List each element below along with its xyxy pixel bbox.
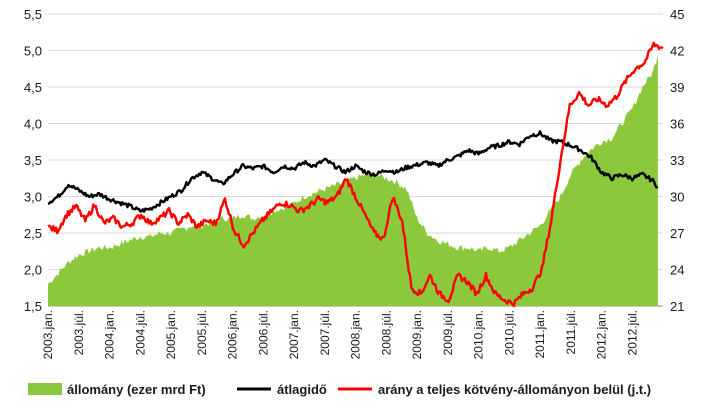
x-tick-label: 2008.júl. — [379, 310, 393, 355]
legend-swatch-allomany — [28, 383, 62, 395]
legend-label-allomany: állomány (ezer mrd Ft) — [67, 382, 206, 397]
line-arany — [47, 41, 664, 308]
right-tick-label: 33 — [670, 153, 684, 168]
left-tick-label: 3,0 — [24, 190, 42, 205]
right-tick-label: 27 — [670, 226, 684, 241]
left-tick-label: 5,0 — [24, 44, 42, 59]
left-tick-label: 2,0 — [24, 263, 42, 278]
x-axis-ticks: 2003.jan. 2003.júl. 2004.jan. 2004.júl. 2005… — [41, 310, 639, 359]
x-tick-label: 2006.jan. — [226, 310, 240, 359]
area-allomany — [48, 54, 658, 306]
x-tick-label: 2003.júl. — [72, 310, 86, 355]
x-tick-label: 2009.jan. — [410, 310, 424, 359]
x-tick-label: 2011.júl. — [564, 310, 578, 354]
right-tick-label: 21 — [670, 299, 684, 314]
x-tick-label: 2012.jan. — [595, 310, 609, 359]
x-tick-label: 2005.jan. — [164, 310, 178, 359]
right-tick-label: 39 — [670, 80, 684, 95]
x-tick-label: 2007.jan. — [287, 310, 301, 359]
left-tick-label: 4,0 — [24, 117, 42, 132]
x-tick-label: 2008.jan. — [349, 310, 363, 359]
left-tick-label: 1,5 — [24, 299, 42, 314]
left-tick-label: 2,5 — [24, 226, 42, 241]
right-tick-label: 36 — [670, 117, 684, 132]
legend-label-atlagido: átlagidő — [277, 382, 327, 397]
x-tick-label: 2003.jan. — [41, 310, 55, 359]
x-tick-label: 2011.jan. — [533, 310, 547, 359]
left-tick-label: 4,5 — [24, 80, 42, 95]
x-tick-label: 2004.jan. — [103, 310, 117, 359]
left-axis-ticks: 1,5 2,0 2,5 3,0 3,5 4,0 4,5 5,0 5,5 — [24, 7, 42, 314]
x-tick-label: 2005.júl. — [195, 310, 209, 355]
right-tick-label: 42 — [670, 44, 684, 59]
x-tick-label: 2012.júl. — [625, 310, 639, 355]
line-atlagido — [47, 130, 659, 213]
left-tick-label: 5,5 — [24, 7, 42, 22]
area-series-allomany — [48, 54, 658, 306]
right-axis-ticks: 21 24 27 30 33 36 39 42 45 — [670, 7, 684, 314]
right-tick-label: 30 — [670, 190, 684, 205]
x-tick-label: 2010.júl. — [502, 310, 516, 355]
legend-label-arany: arány a teljes kötvény-állományon belül … — [378, 382, 651, 397]
legend: állomány (ezer mrd Ft) átlagidő arány a … — [28, 382, 651, 397]
x-tick-label: 2010.jan. — [472, 310, 486, 359]
right-tick-label: 45 — [670, 7, 684, 22]
line-series-atlagido — [47, 130, 659, 213]
x-tick-label: 2006.júl. — [256, 310, 270, 355]
x-tick-label: 2004.júl. — [133, 310, 147, 355]
right-tick-label: 24 — [670, 263, 684, 278]
line-series-arany — [47, 41, 664, 308]
left-tick-label: 3,5 — [24, 153, 42, 168]
x-tick-label: 2009.júl. — [441, 310, 455, 355]
x-tick-label: 2007.júl. — [318, 310, 332, 355]
